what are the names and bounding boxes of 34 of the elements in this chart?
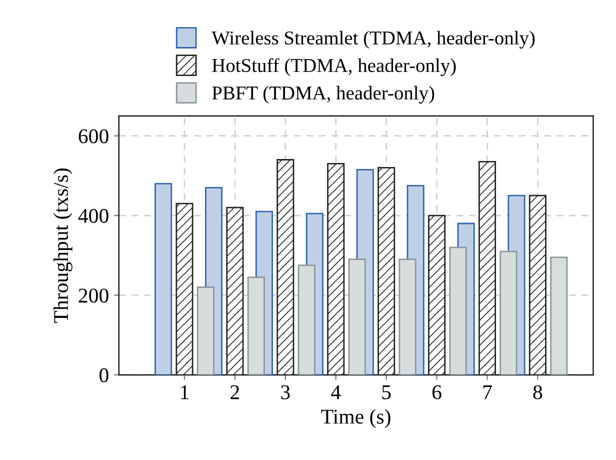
bar (327, 163, 345, 375)
bar (298, 264, 316, 375)
y-tick-label: 0 (100, 368, 108, 382)
x-tick-label: 3 (281, 385, 290, 400)
bar (428, 214, 446, 375)
bar (154, 182, 172, 375)
bar (528, 194, 546, 375)
bar (247, 276, 265, 375)
x-tick-label: 1 (181, 385, 188, 400)
x-axis-title: Time (s) (321, 409, 390, 428)
bar (478, 161, 496, 375)
bar (196, 286, 214, 375)
bar (449, 246, 467, 375)
y-axis-title: Throughput (txs/s) (53, 168, 72, 323)
y-tick-label: 200 (78, 288, 108, 303)
bar (176, 202, 194, 375)
x-tick-label: 7 (483, 385, 492, 400)
y-tick-label: 600 (78, 129, 108, 144)
x-tick-label: 8 (533, 385, 542, 400)
y-tick-label: 400 (78, 208, 108, 223)
bar (226, 206, 244, 375)
bar (348, 258, 366, 375)
bar (550, 256, 568, 375)
bar (378, 167, 396, 375)
legend-label: HotStuff (TDMA, header-only) (212, 58, 456, 76)
legend-label: PBFT (TDMA, header-only) (212, 86, 434, 104)
x-tick-label: 6 (432, 385, 442, 400)
x-tick-label: 2 (230, 385, 240, 400)
bar (276, 159, 294, 375)
bar (398, 258, 416, 375)
legend-label: Wireless Streamlet (TDMA, header-only) (212, 30, 535, 49)
bar (500, 250, 518, 375)
x-tick-label: 5 (382, 385, 391, 400)
x-tick-label: 4 (331, 385, 341, 400)
